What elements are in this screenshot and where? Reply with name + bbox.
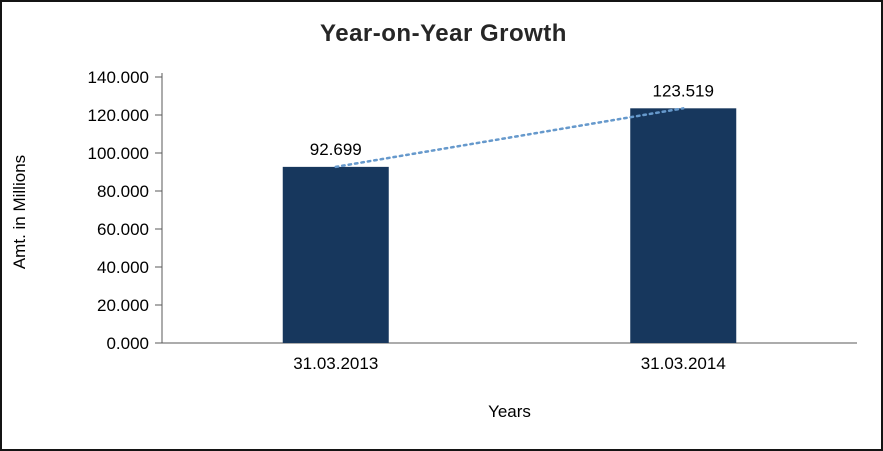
y-tick-label: 60.000 <box>97 220 149 239</box>
x-axis-title: Years <box>488 402 531 421</box>
y-tick-label: 0.000 <box>106 334 149 353</box>
y-tick-label: 80.000 <box>97 182 149 201</box>
y-tick-label: 120.000 <box>88 106 149 125</box>
y-tick-label: 40.000 <box>97 258 149 277</box>
chart-title: Year-on-Year Growth <box>320 20 567 47</box>
trendline <box>334 107 685 169</box>
x-tick-label: 31.03.2013 <box>293 354 378 373</box>
bar <box>630 108 737 343</box>
y-tick-label: 100.000 <box>88 144 149 163</box>
bar-data-label: 123.519 <box>653 81 714 100</box>
x-tick-label: 31.03.2014 <box>641 354 726 373</box>
y-tick-label: 20.000 <box>97 296 149 315</box>
y-tick-label: 140.000 <box>88 68 149 87</box>
bar <box>282 166 389 343</box>
bar-data-label: 92.699 <box>310 140 362 159</box>
